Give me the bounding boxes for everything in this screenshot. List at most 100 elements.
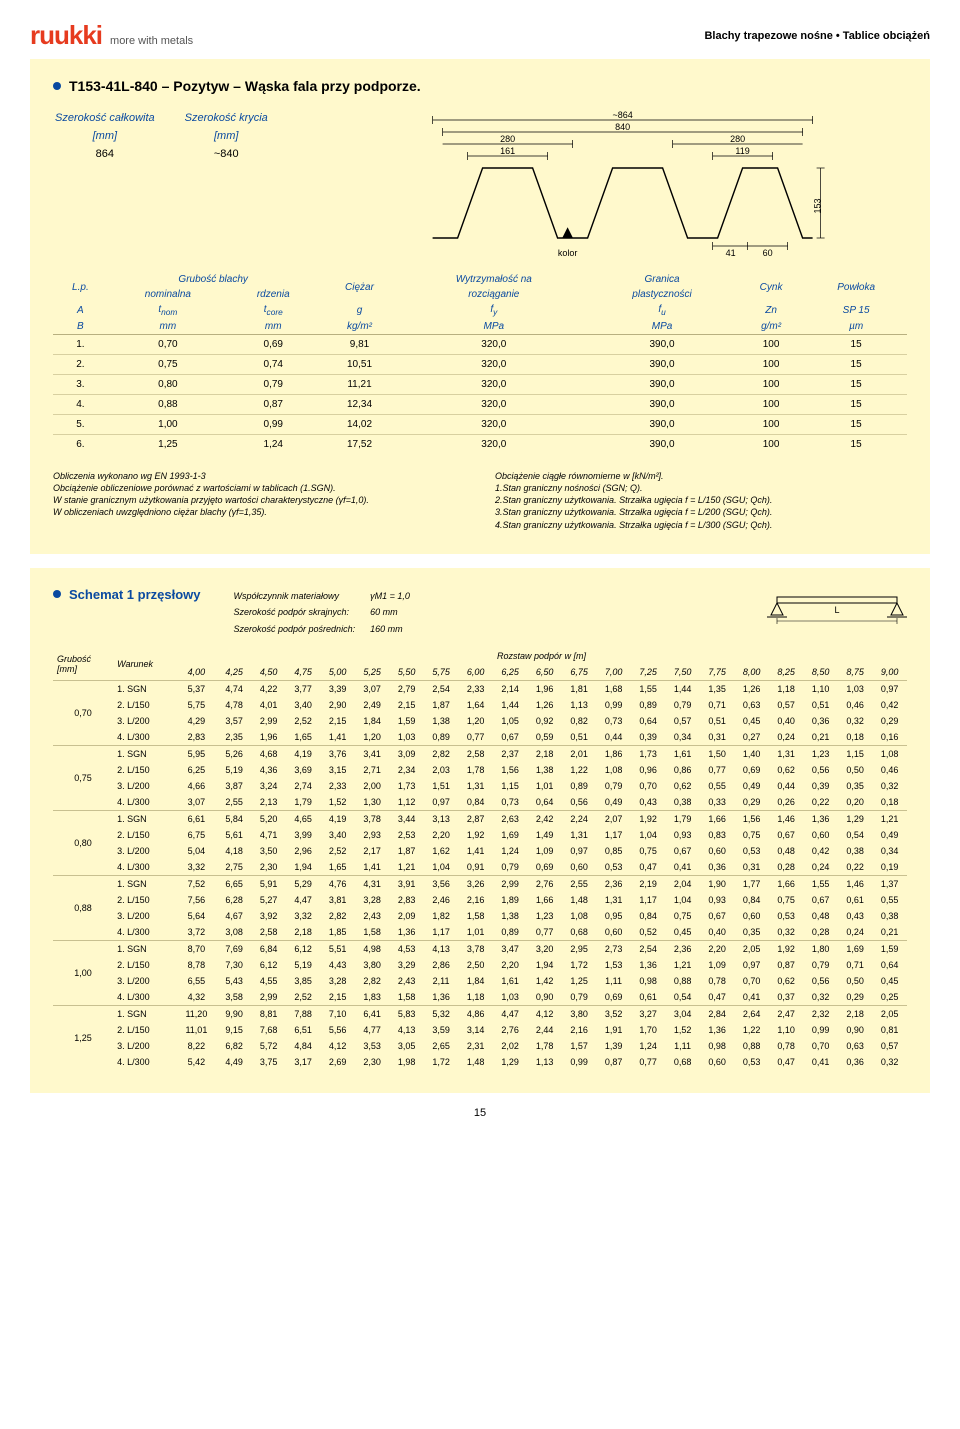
load-cell: 0,86 bbox=[665, 762, 700, 778]
load-cell: 0,53 bbox=[734, 1054, 769, 1070]
load-cell: 1,61 bbox=[493, 973, 528, 989]
load-cell: 0,40 bbox=[700, 924, 735, 941]
load-cell: 0,63 bbox=[734, 697, 769, 713]
condition-label: 1. SGN bbox=[113, 941, 176, 958]
load-row: 4. L/3005,424,493,753,172,692,301,981,72… bbox=[53, 1054, 907, 1070]
load-cell: 2,76 bbox=[493, 1022, 528, 1038]
dim-total-label: Szerokość całkowita bbox=[55, 110, 183, 126]
load-cell: 2,01 bbox=[562, 746, 597, 763]
load-cell: 0,69 bbox=[596, 989, 631, 1006]
load-cell: 1,91 bbox=[596, 1022, 631, 1038]
spec-cell: 0,69 bbox=[228, 335, 319, 355]
load-cell: 6,65 bbox=[217, 876, 252, 893]
spec-cell: 2. bbox=[53, 355, 108, 375]
load-cell: 5,29 bbox=[286, 876, 321, 893]
group-thickness: 1,25 bbox=[53, 1006, 113, 1071]
load-cell: 4,84 bbox=[286, 1038, 321, 1054]
spec-cell: 390,0 bbox=[587, 395, 737, 415]
spec-cell: 15 bbox=[805, 415, 907, 435]
load-cell: 2,58 bbox=[251, 924, 286, 941]
th-tnom: tnom bbox=[108, 302, 228, 319]
note-line: 2.Stan graniczny użytkowania. Strzałka u… bbox=[495, 494, 907, 506]
spec-cell: 320,0 bbox=[400, 355, 587, 375]
spec-cell: 15 bbox=[805, 375, 907, 395]
load-cell: 0,99 bbox=[562, 1054, 597, 1070]
load-cell: 0,60 bbox=[596, 924, 631, 941]
th-um: µm bbox=[805, 319, 907, 335]
load-cell: 2,02 bbox=[493, 1038, 528, 1054]
load-cell: 0,41 bbox=[734, 989, 769, 1006]
load-cell: 3,87 bbox=[217, 778, 252, 794]
load-cell: 6,41 bbox=[355, 1006, 390, 1023]
th-gm2: g/m² bbox=[737, 319, 805, 335]
th-ciezar: Ciężar bbox=[319, 272, 401, 302]
load-cell: 2,90 bbox=[320, 697, 355, 713]
spec-cell: 1,24 bbox=[228, 435, 319, 455]
load-cell: 1,48 bbox=[562, 892, 597, 908]
load-cell: 0,19 bbox=[872, 859, 907, 876]
load-cell: 2,44 bbox=[527, 1022, 562, 1038]
load-cell: 2,84 bbox=[700, 1006, 735, 1023]
load-cell: 2,71 bbox=[355, 762, 390, 778]
load-cell: 1,20 bbox=[458, 713, 493, 729]
load-cell: 1,18 bbox=[458, 989, 493, 1006]
note-line: 3.Stan graniczny użytkowania. Strzałka u… bbox=[495, 506, 907, 518]
load-cell: 0,32 bbox=[803, 989, 838, 1006]
load-row: 3. L/2004,663,873,242,742,332,001,731,51… bbox=[53, 778, 907, 794]
th-span: 7,00 bbox=[596, 664, 631, 681]
load-cell: 1,03 bbox=[838, 681, 873, 698]
load-row: 2. L/1508,787,306,125,194,433,803,292,86… bbox=[53, 957, 907, 973]
th-span: 7,75 bbox=[700, 664, 735, 681]
load-cell: 2,46 bbox=[424, 892, 459, 908]
load-cell: 4,77 bbox=[355, 1022, 390, 1038]
load-cell: 0,67 bbox=[700, 908, 735, 924]
load-cell: 4,43 bbox=[320, 957, 355, 973]
dims-table: Szerokość całkowita Szerokość krycia [mm… bbox=[53, 108, 298, 164]
load-cell: 1,49 bbox=[527, 827, 562, 843]
th-span: 5,50 bbox=[389, 664, 424, 681]
load-cell: 0,88 bbox=[734, 1038, 769, 1054]
load-cell: 0,40 bbox=[769, 713, 804, 729]
load-cell: 5,42 bbox=[176, 1054, 217, 1070]
load-cell: 0,45 bbox=[734, 713, 769, 729]
load-cell: 0,96 bbox=[631, 762, 666, 778]
load-cell: 2,18 bbox=[286, 924, 321, 941]
load-cell: 2,43 bbox=[389, 973, 424, 989]
load-cell: 2,63 bbox=[493, 811, 528, 828]
load-cell: 7,88 bbox=[286, 1006, 321, 1023]
load-cell: 0,55 bbox=[872, 892, 907, 908]
load-cell: 0,99 bbox=[803, 1022, 838, 1038]
load-cell: 1,90 bbox=[700, 876, 735, 893]
load-row: 1,001. SGN8,707,696,846,125,514,984,534,… bbox=[53, 941, 907, 958]
load-cell: 1,41 bbox=[458, 843, 493, 859]
condition-label: 4. L/300 bbox=[113, 989, 176, 1006]
load-cell: 3,78 bbox=[458, 941, 493, 958]
load-cell: 1,22 bbox=[562, 762, 597, 778]
load-cell: 3,52 bbox=[596, 1006, 631, 1023]
beam-diagram: L bbox=[767, 587, 907, 627]
load-cell: 4,47 bbox=[286, 892, 321, 908]
load-cell: 6,55 bbox=[176, 973, 217, 989]
load-cell: 0,47 bbox=[769, 1054, 804, 1070]
load-cell: 1,73 bbox=[631, 746, 666, 763]
dim-pitch: 280 bbox=[500, 134, 515, 144]
load-cell: 0,29 bbox=[734, 794, 769, 811]
load-cell: 1,80 bbox=[803, 941, 838, 958]
spec-cell: 320,0 bbox=[400, 375, 587, 395]
load-cell: 1,72 bbox=[562, 957, 597, 973]
th-span: 6,50 bbox=[527, 664, 562, 681]
load-cell: 0,38 bbox=[838, 843, 873, 859]
load-cell: 0,60 bbox=[700, 843, 735, 859]
load-cell: 2,82 bbox=[355, 973, 390, 989]
th-warunek: Warunek bbox=[113, 648, 176, 681]
load-cell: 2,64 bbox=[734, 1006, 769, 1023]
load-cell: 4,53 bbox=[389, 941, 424, 958]
load-cell: 9,15 bbox=[217, 1022, 252, 1038]
load-cell: 0,38 bbox=[872, 908, 907, 924]
load-cell: 0,33 bbox=[700, 794, 735, 811]
load-cell: 6,75 bbox=[176, 827, 217, 843]
section-title: T153-41L-840 – Pozytyw – Wąska fala przy… bbox=[69, 78, 421, 94]
load-cell: 1,35 bbox=[700, 681, 735, 698]
load-cell: 3,78 bbox=[355, 811, 390, 828]
load-cell: 0,34 bbox=[872, 843, 907, 859]
